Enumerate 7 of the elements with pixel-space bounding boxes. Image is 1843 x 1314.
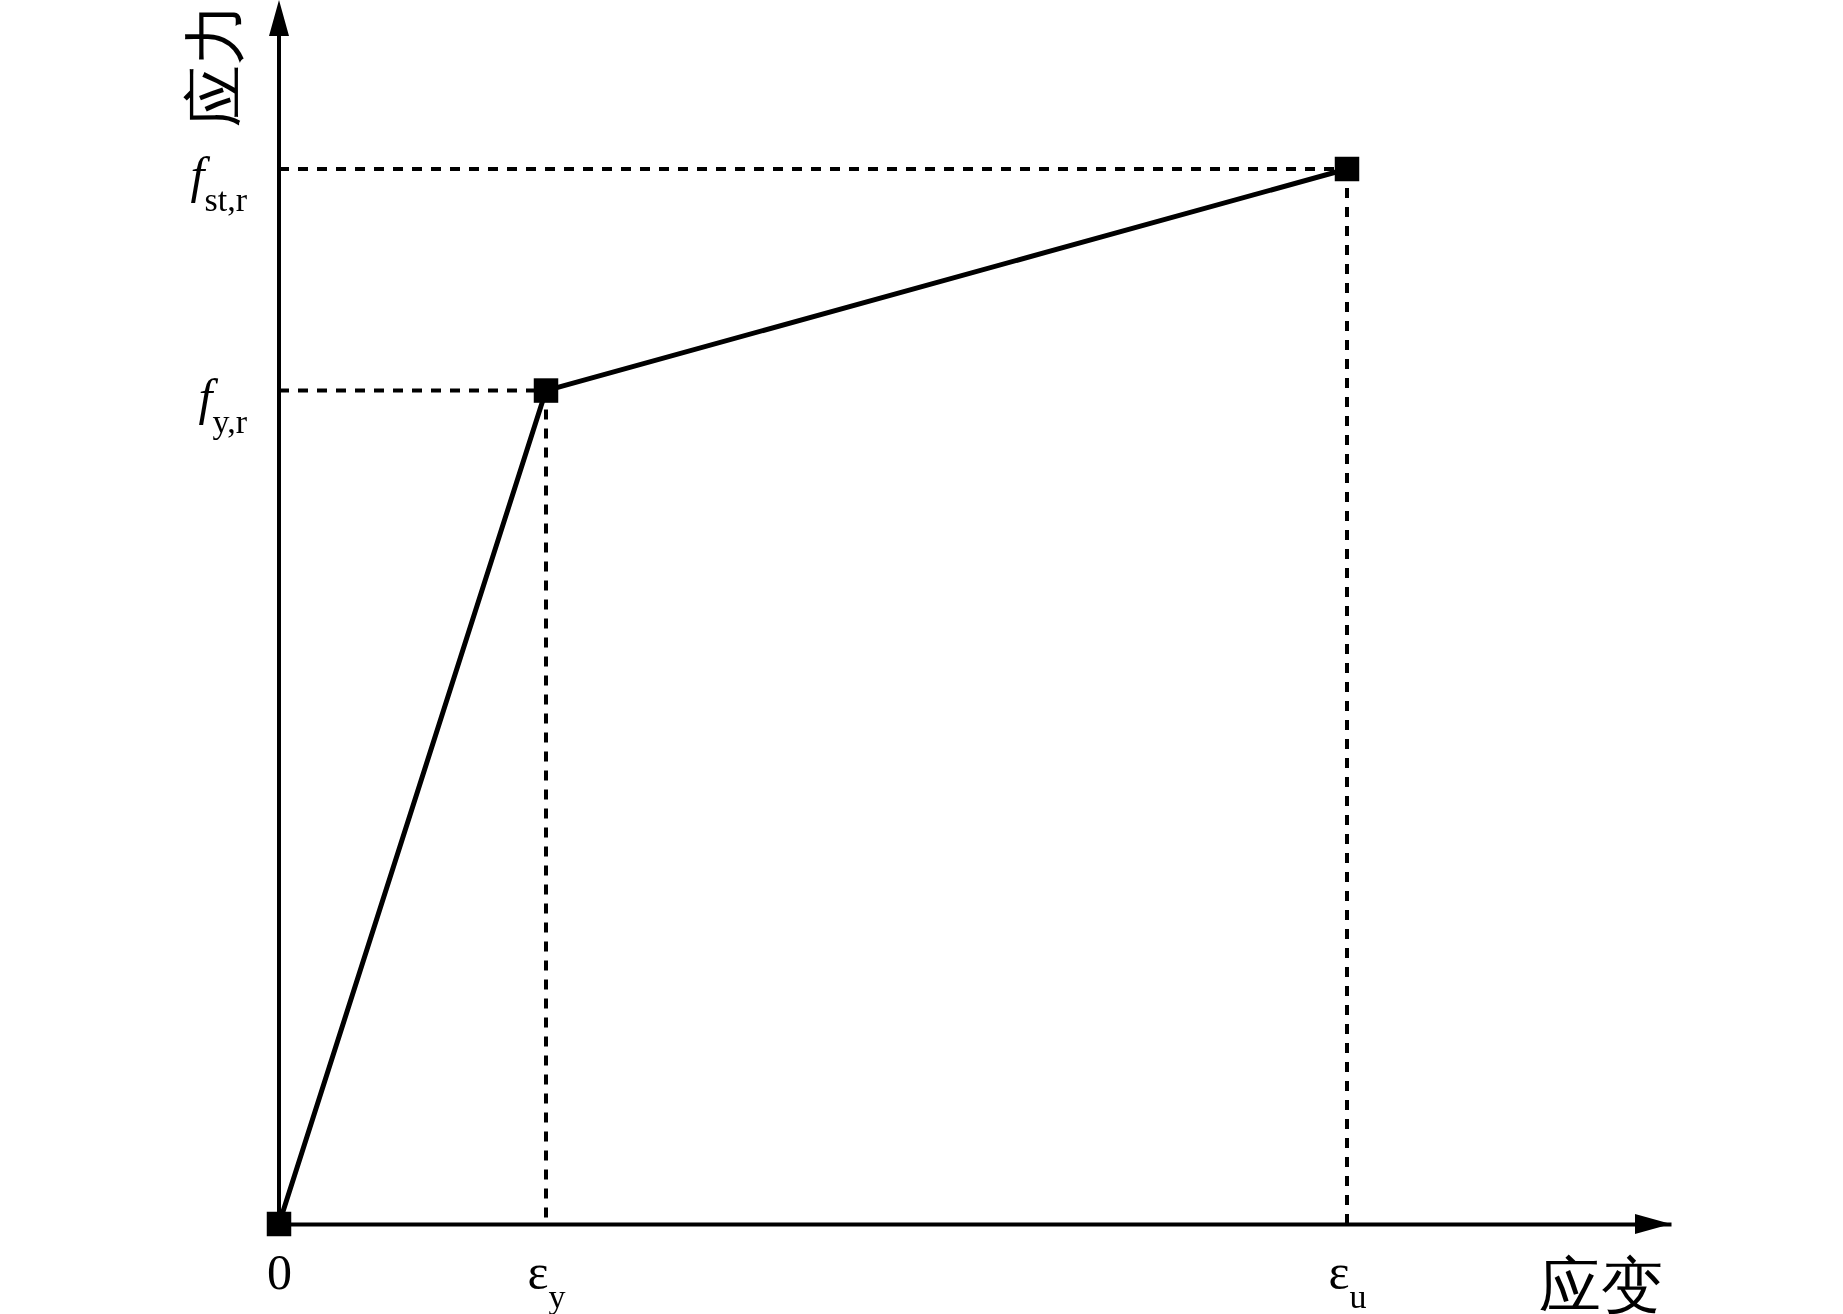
x-tick-label: ε$_{y}$: [527, 1243, 566, 1314]
annotation: f$_{st,r}$: [190, 147, 248, 218]
x-axis-title: 应变: [1538, 1251, 1663, 1314]
y-axis-title: 应力: [180, 2, 249, 127]
x-tick-label: 0: [267, 1243, 292, 1300]
annotation: f$_{y,r}$: [198, 368, 248, 440]
x-tick-label: ε$_{u}$: [1328, 1243, 1367, 1314]
